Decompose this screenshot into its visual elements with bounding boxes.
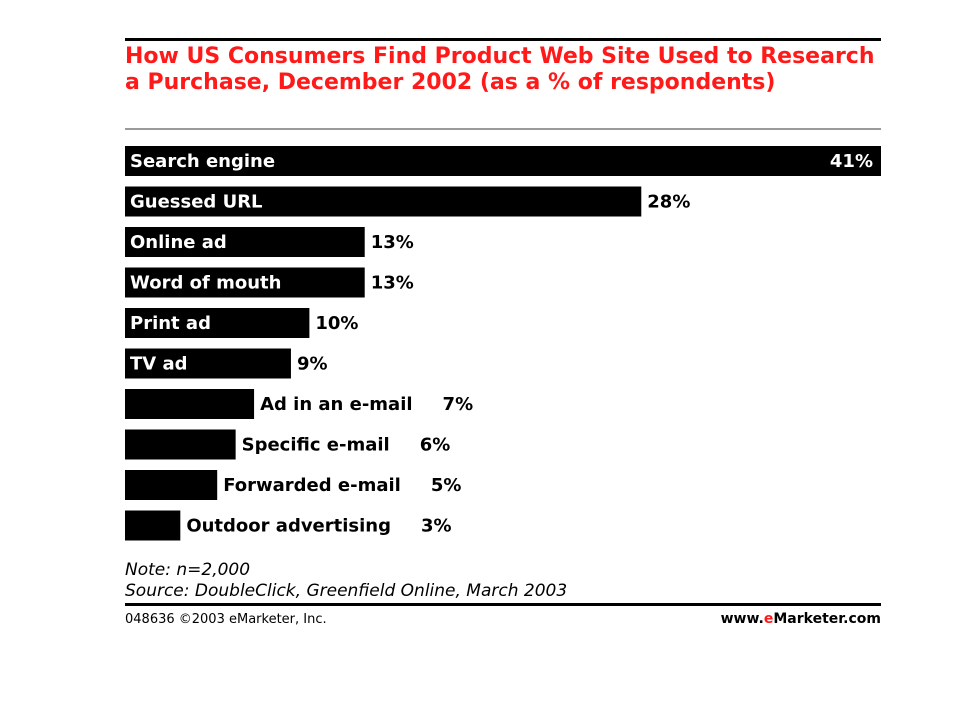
bar-word-of-mouth	[125, 267, 365, 298]
value-label-outdoor-advertising: 3%	[421, 516, 452, 537]
bar-online-ad	[125, 227, 365, 257]
value-label-tv-ad: 9%	[297, 354, 328, 375]
top-rule	[125, 38, 881, 41]
chart-notes: Note: n=2,000 Source: DoubleClick, Green…	[125, 560, 567, 602]
value-label-guessed-url: 28%	[647, 192, 690, 213]
bar-print-ad	[125, 308, 310, 338]
category-label-tv-ad: TV ad	[130, 354, 188, 375]
category-label-word-of-mouth: Word of mouth	[130, 273, 281, 294]
bar-ad-in-an-e-mail	[125, 389, 255, 419]
category-label-guessed-url: Guessed URL	[130, 192, 263, 213]
bar-forwarded-e-mail	[125, 470, 218, 500]
value-label-online-ad: 13%	[371, 232, 414, 253]
category-label-print-ad: Print ad	[130, 313, 211, 334]
source-text: Source: DoubleClick, Greenfield Online, …	[125, 581, 568, 601]
value-label-search-engine: 41%	[830, 151, 873, 172]
bottom-rule	[125, 603, 881, 606]
value-label-print-ad: 10%	[315, 313, 358, 334]
category-label-search-engine: Search engine	[130, 151, 275, 172]
value-label-forwarded-e-mail: 5%	[431, 475, 462, 496]
footer-id: 048636 ©2003 eMarketer, Inc.	[125, 612, 327, 627]
chart-title: How US Consumers Find Product Web Site U…	[125, 44, 875, 95]
footer-brand: www.eMarketer.com	[721, 611, 881, 627]
category-label-online-ad: Online ad	[130, 232, 227, 253]
note-text: Note: n=2,000	[125, 560, 251, 580]
bar-outdoor-advertising	[125, 510, 181, 541]
value-label-ad-in-an-e-mail: 7%	[443, 394, 474, 415]
bar-chart: Search engine 41% Guessed URL 28% Online ad 1…	[125, 146, 881, 541]
title-divider	[125, 128, 881, 130]
brand-suffix: Marketer.com	[773, 611, 881, 627]
bar-search-engine	[125, 146, 881, 176]
category-label-specific-e-mail: Specific e-mail	[242, 435, 390, 456]
value-label-word-of-mouth: 13%	[371, 273, 414, 294]
category-label-ad-in-an-e-mail: Ad in an e-mail	[260, 394, 412, 415]
category-label-outdoor-advertising: Outdoor advertising	[186, 516, 391, 537]
bar-guessed-url	[125, 186, 642, 217]
brand-accent: e	[763, 611, 774, 627]
bar-tv-ad	[125, 348, 291, 379]
bar-specific-e-mail	[125, 429, 236, 460]
value-label-specific-e-mail: 6%	[420, 435, 451, 456]
category-label-forwarded-e-mail: Forwarded e-mail	[223, 475, 401, 496]
brand-prefix: www.	[720, 611, 764, 627]
